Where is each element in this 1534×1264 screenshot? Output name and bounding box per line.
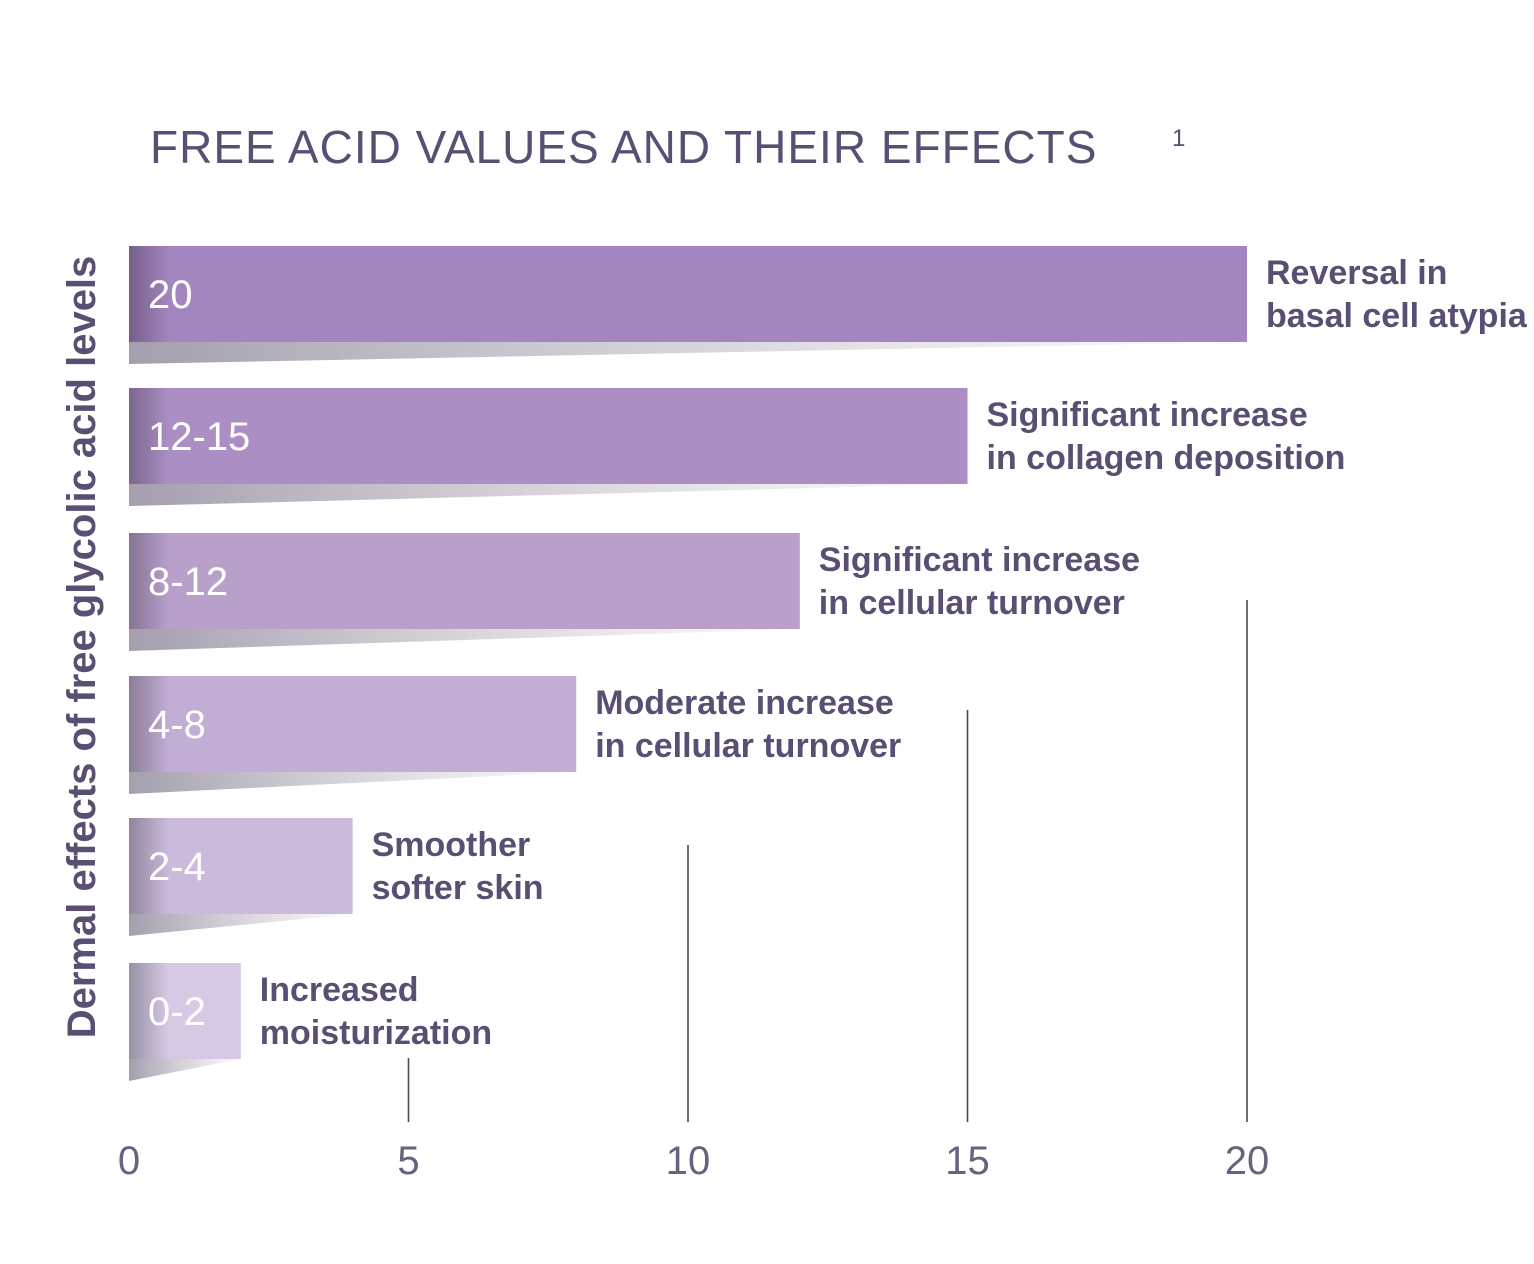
- bar-edge-shade: [129, 533, 169, 629]
- bar-label: 12-15: [148, 415, 250, 459]
- bar-edge-shade: [129, 963, 169, 1059]
- effect-label: in cellular turnover: [819, 584, 1125, 622]
- bar-shadow: [129, 629, 800, 651]
- chart-title: FREE ACID VALUES AND THEIR EFFECTS: [150, 121, 1097, 173]
- effect-label: in cellular turnover: [595, 727, 901, 765]
- bar-shadow: [129, 772, 577, 794]
- bar-edge-shade: [129, 388, 169, 484]
- effect-label: Moderate increase: [595, 684, 894, 722]
- x-tick-label: 10: [666, 1139, 711, 1183]
- effect-label: Increased: [260, 971, 419, 1009]
- bar-label: 20: [148, 273, 193, 317]
- effect-label: softer skin: [372, 869, 544, 907]
- bar-shadow: [129, 484, 968, 506]
- effect-label: Smoother: [372, 826, 531, 864]
- effect-label: basal cell atypia: [1266, 297, 1528, 335]
- x-tick-label: 0: [118, 1139, 140, 1183]
- bar-shadow: [129, 1059, 241, 1081]
- chart-title-superscript: 1: [1172, 125, 1185, 152]
- bar-shadow: [129, 914, 353, 936]
- bar-12-15: [129, 388, 968, 484]
- bar-shadow: [129, 342, 1247, 364]
- effect-label: moisturization: [260, 1014, 492, 1052]
- x-tick-label: 20: [1225, 1139, 1270, 1183]
- bar-edge-shade: [129, 676, 169, 772]
- bar-20: [129, 246, 1247, 342]
- bars: 20 Reversal in basal cell atypia 12-15 Signi…: [129, 246, 1528, 1081]
- bar-label: 4-8: [148, 703, 206, 747]
- bar-label: 2-4: [148, 845, 206, 889]
- y-axis-label: Dermal effects of free glycolic acid lev…: [60, 256, 104, 1039]
- bar-edge-shade: [129, 818, 169, 914]
- bar-label: 0-2: [148, 990, 206, 1034]
- bar-label: 8-12: [148, 560, 228, 604]
- x-tick-label: 5: [397, 1139, 419, 1183]
- bar-edge-shade: [129, 246, 169, 342]
- bar-8-12: [129, 533, 800, 629]
- effect-label: Significant increase: [987, 396, 1308, 434]
- bar-4-8: [129, 676, 577, 772]
- effect-label: Reversal in: [1266, 254, 1447, 292]
- x-tick-label: 15: [945, 1139, 990, 1183]
- x-axis-ticks: 0 5 10 15 20: [118, 1139, 1269, 1183]
- effect-label: in collagen deposition: [987, 439, 1346, 477]
- gridlines: [407, 600, 1248, 1122]
- effect-label: Significant increase: [819, 541, 1140, 579]
